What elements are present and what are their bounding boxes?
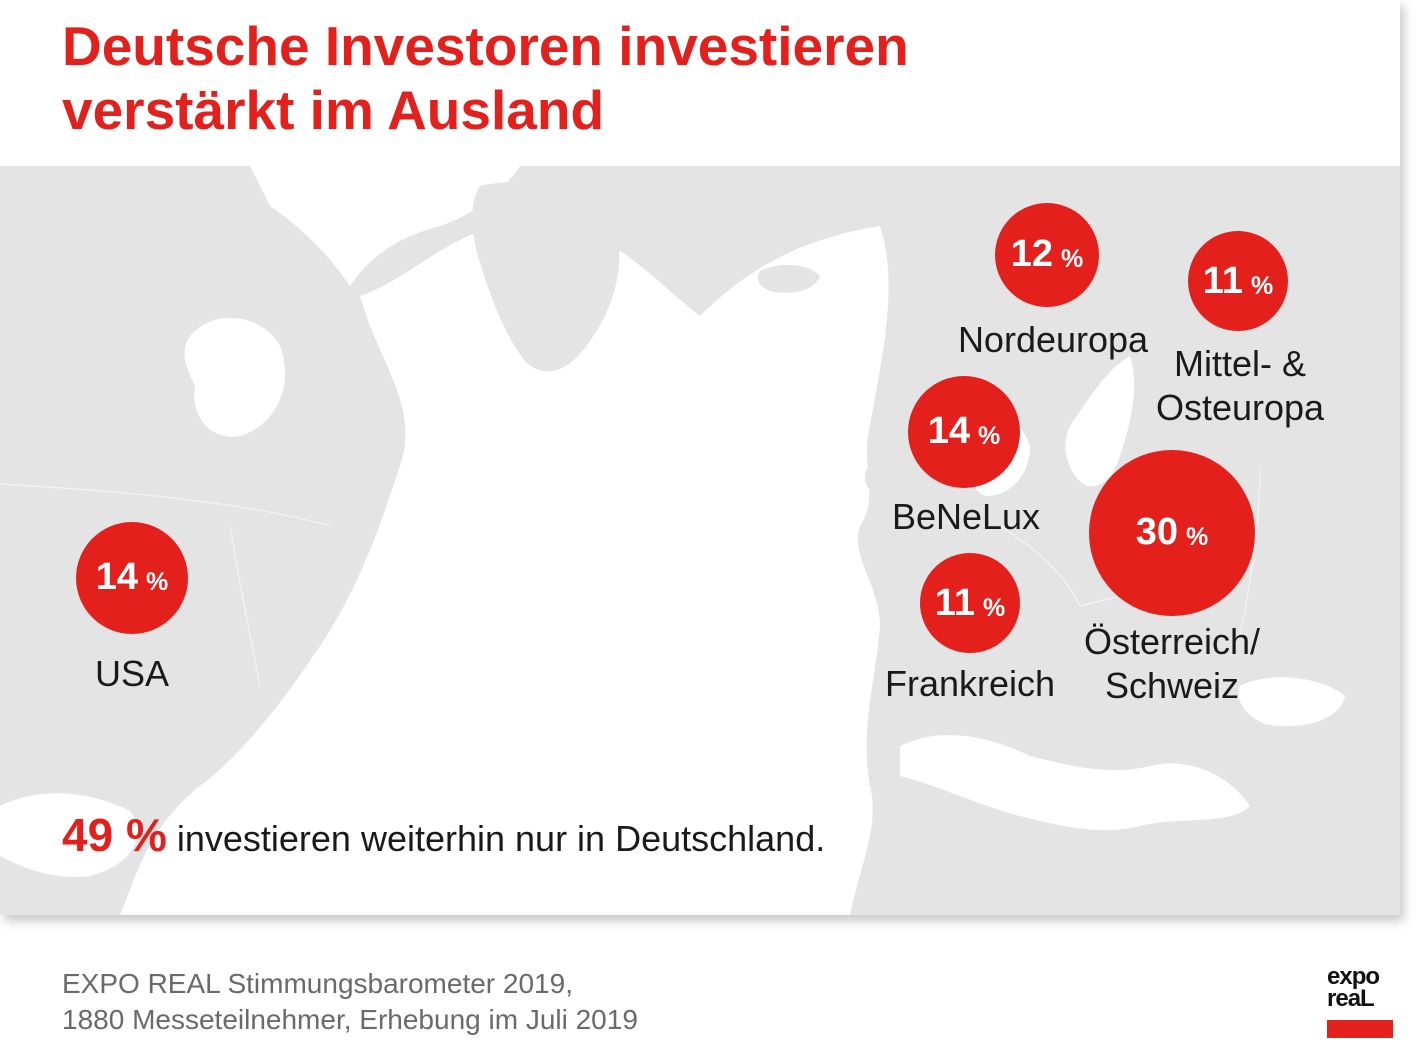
region-label-oesterreich-schweiz: Österreich/Schweiz <box>1084 620 1260 708</box>
summary-text: investieren weiterhin nur in Deutschland… <box>176 818 826 859</box>
region-label-benelux: BeNeLux <box>892 495 1040 539</box>
source-line-2: 1880 Messeteilnehmer, Erhebung im Juli 2… <box>62 1004 638 1035</box>
bubble-unit: % <box>1186 523 1209 552</box>
ocean-hudson-bay <box>184 317 286 437</box>
bubble-unit: % <box>146 568 169 597</box>
ocean-arctic <box>250 166 520 286</box>
sea-black <box>1238 677 1345 727</box>
bubble-unit: % <box>1250 271 1274 300</box>
region-label-line: Schweiz <box>1104 665 1240 706</box>
region-label-line: Nordeuropa <box>957 319 1149 360</box>
border-line <box>999 525 1081 607</box>
border-line <box>0 483 331 527</box>
bubble-unit: % <box>982 593 1006 622</box>
region-label-usa: USA <box>95 652 169 696</box>
bubble-value: 11 <box>934 581 975 624</box>
bubble-mittel-osteuropa: 11% <box>1188 231 1288 331</box>
logo-line-2: reaL <box>1327 985 1375 1012</box>
border-line <box>229 525 261 687</box>
bubble-benelux: 14% <box>907 375 1021 489</box>
bubble-value: 11 <box>1202 259 1243 302</box>
bubble-value: 30 <box>1135 511 1179 554</box>
ocean-atlantic <box>120 222 889 915</box>
infographic-card: Deutsche Investoren investieren verstärk… <box>0 14 1400 915</box>
land-iceland <box>757 264 820 293</box>
logo-wordmark: expo reaL <box>1327 963 1393 1012</box>
region-label-mittel-osteuropa: Mittel- & Osteuropa <box>1156 342 1324 430</box>
land-greenland <box>472 182 620 372</box>
logo-bar <box>1327 1020 1393 1038</box>
sea-gulf-of-mexico <box>0 793 138 877</box>
expo-real-logo: expo reaL <box>1327 963 1393 1038</box>
summary: 49 % investieren weiterhin nur in Deutsch… <box>62 808 825 862</box>
bubble-unit: % <box>978 422 1001 451</box>
bubble-value: 14 <box>95 556 138 599</box>
sea-baltic <box>1065 356 1135 487</box>
region-label-line: Mittel- & <box>1173 343 1307 384</box>
summary-value: 49 % <box>62 809 167 861</box>
region-label-line: Österreich/ <box>1083 621 1261 662</box>
land-ireland <box>864 462 890 492</box>
region-label-line: Osteuropa <box>1155 387 1325 428</box>
region-label-line: BeNeLux <box>891 496 1041 537</box>
bubble-nordeuropa: 12% <box>994 202 1100 308</box>
source-note: EXPO REAL Stimmungsbarometer 2019, 1880 … <box>62 966 638 1038</box>
page-title: Deutsche Investoren investieren verstärk… <box>62 14 909 142</box>
sea-mediterranean <box>900 735 1250 831</box>
bubble-oesterreich-schweiz: 30% <box>1089 450 1255 616</box>
bubble-value: 12 <box>1010 233 1053 276</box>
region-label-nordeuropa: Nordeuropa <box>958 318 1148 362</box>
title-line-2: verstärkt im Ausland <box>62 79 605 141</box>
border-line <box>1239 465 1261 637</box>
bubble-frankreich: 11% <box>920 553 1020 653</box>
source-line-1: EXPO REAL Stimmungsbarometer 2019, <box>62 968 573 999</box>
region-label-frankreich: Frankreich <box>885 662 1055 706</box>
title-line-1: Deutsche Investoren investieren <box>62 15 909 77</box>
logo-line-1: expo <box>1327 963 1380 990</box>
bubble-unit: % <box>1061 245 1084 274</box>
region-label-line: USA <box>94 653 170 694</box>
region-label-line: Frankreich <box>884 663 1056 704</box>
bubble-value: 14 <box>927 410 970 453</box>
bubble-usa: 14% <box>75 521 189 635</box>
